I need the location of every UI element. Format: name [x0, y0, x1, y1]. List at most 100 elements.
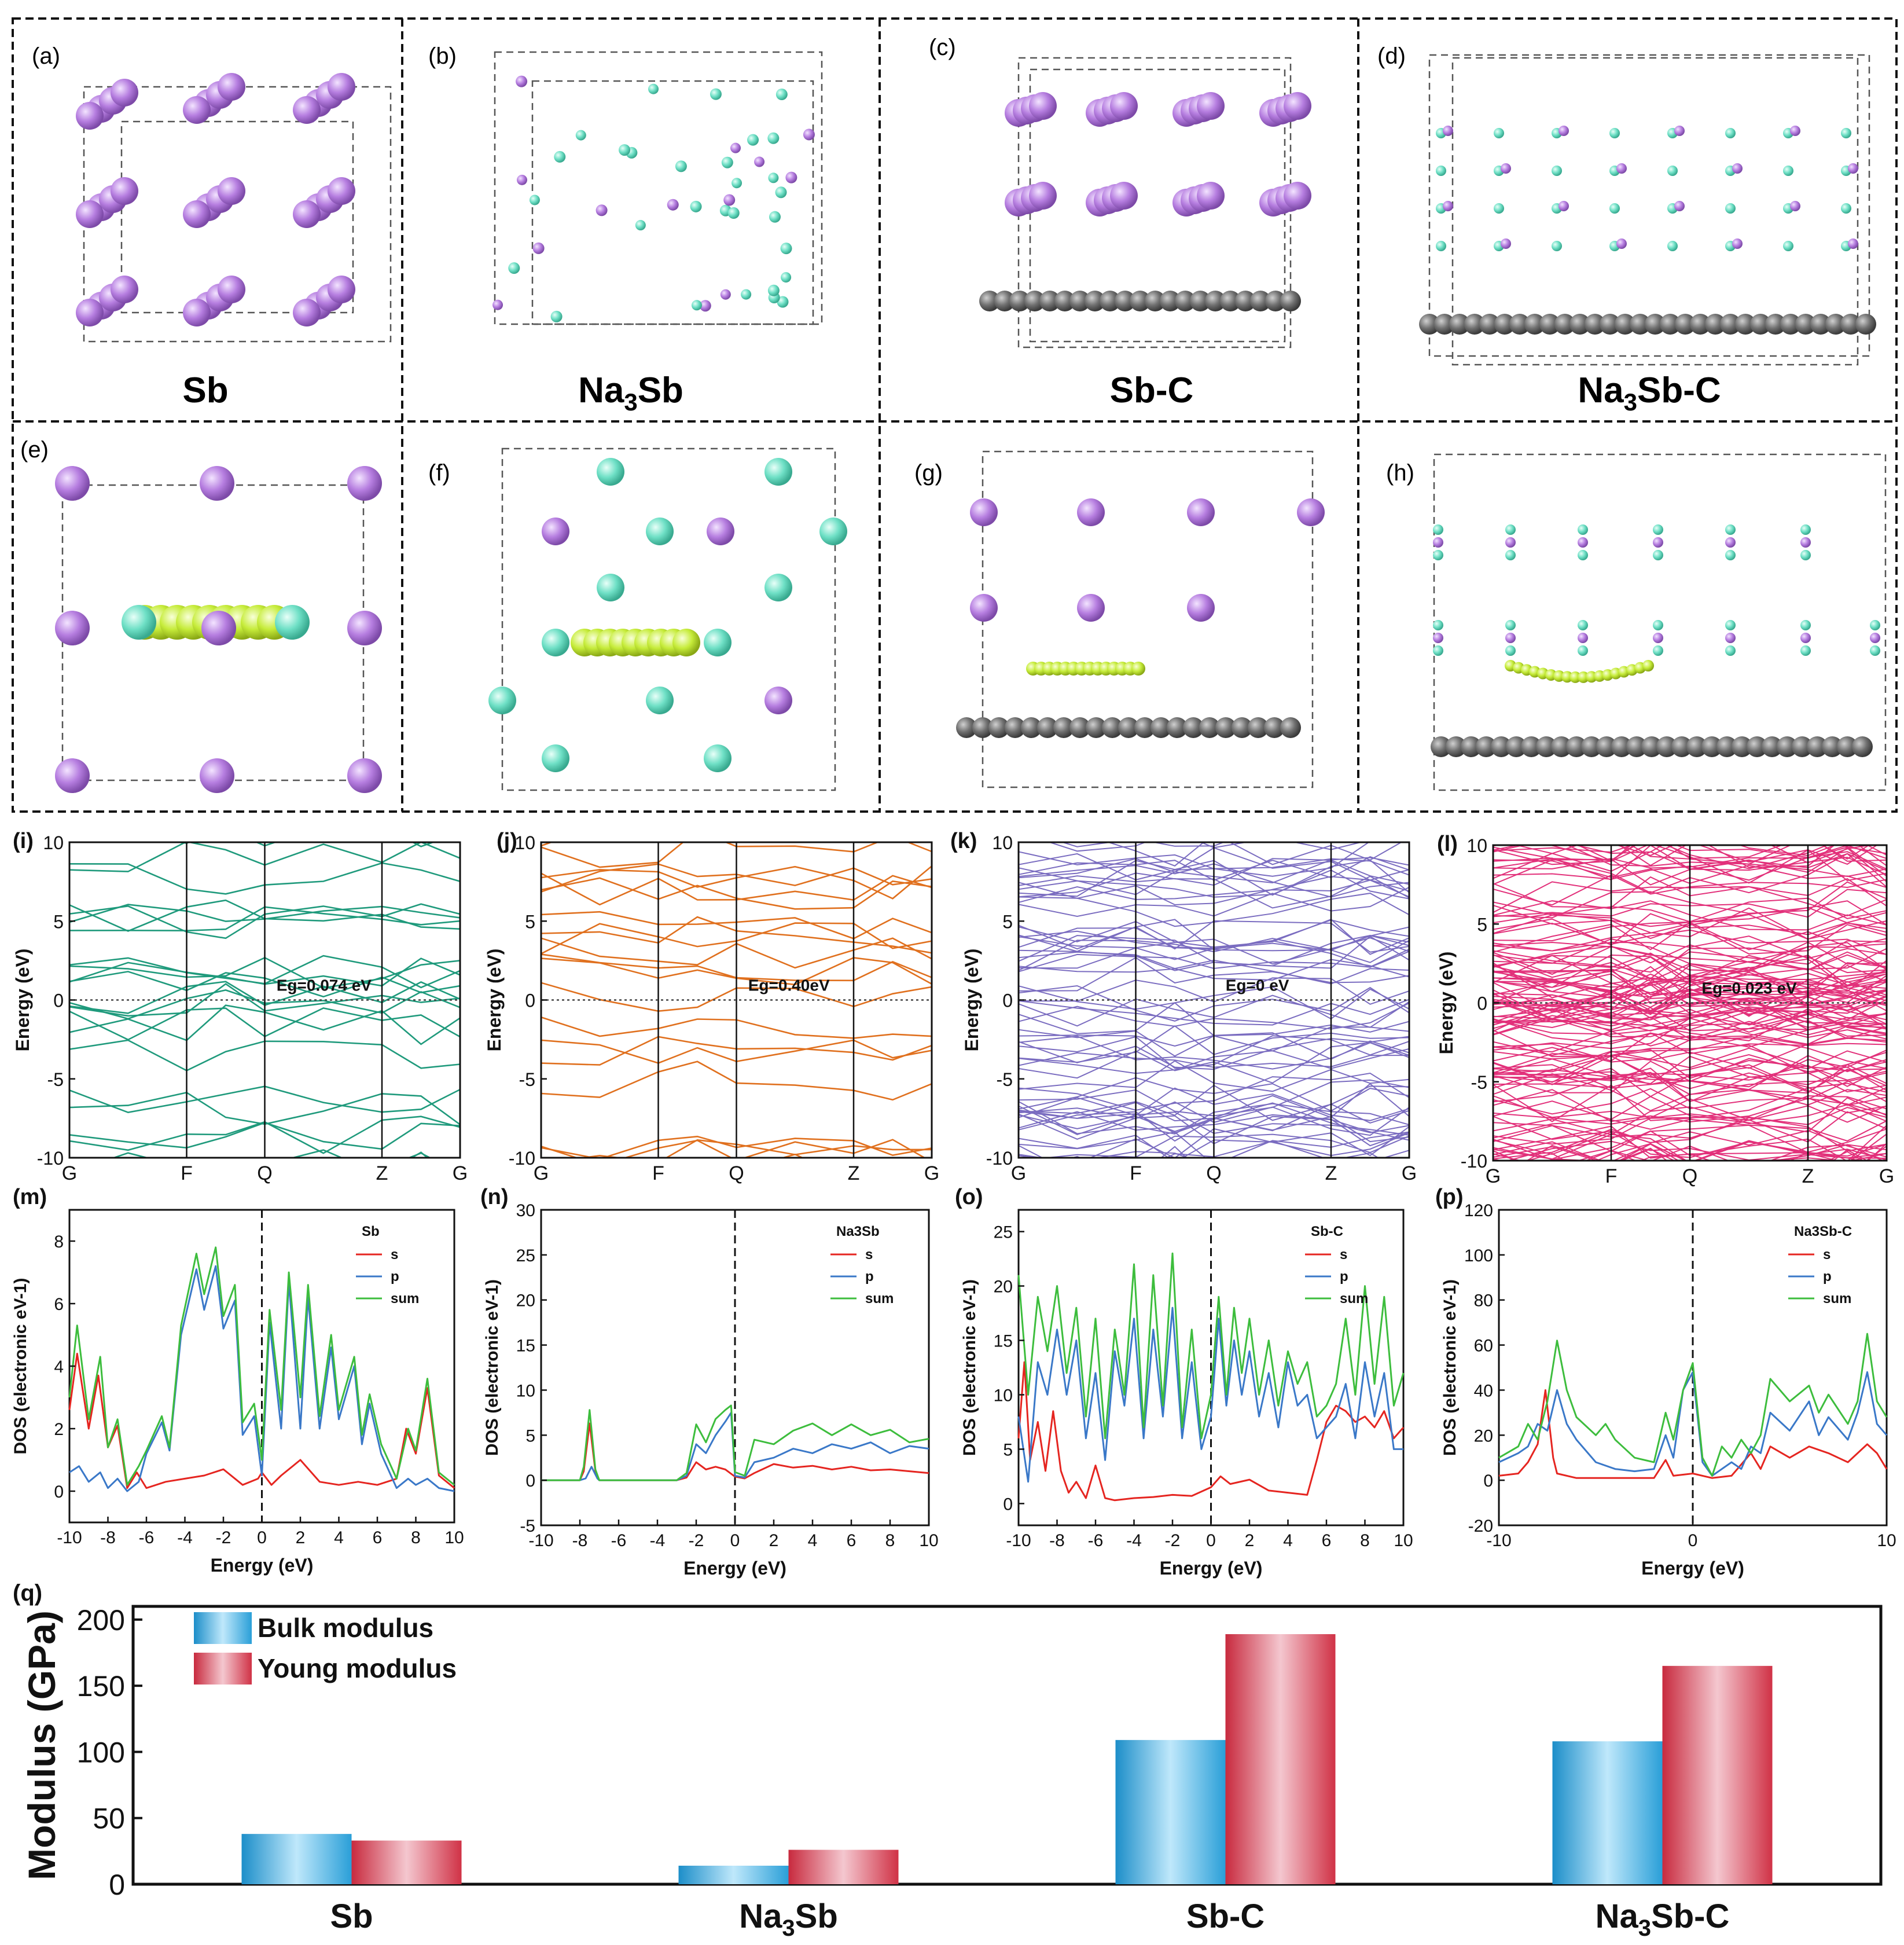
sb-atom: [1110, 182, 1138, 210]
legend-swatch: [194, 1653, 252, 1685]
x-tick-label: -10: [1006, 1531, 1031, 1550]
y-tick-label: -10: [37, 1148, 64, 1169]
sb-atom: [1077, 594, 1105, 622]
cell-outlines: [61, 51, 1887, 791]
y-axis-label: Modulus (GPa): [20, 1610, 63, 1880]
na-atom: [704, 744, 732, 772]
carbon-atom: [1130, 291, 1151, 311]
carbon-atom: [1656, 736, 1677, 757]
na3sb-atom: [803, 129, 815, 141]
sb-atom: [55, 466, 90, 501]
na-atom: [819, 518, 847, 545]
carbon-atom: [1102, 717, 1123, 738]
carbon-atom: [1539, 314, 1560, 335]
panel-letter: (n): [480, 1185, 509, 1209]
y-axis-label: Energy (eV): [1436, 952, 1457, 1055]
sb-atom: [328, 177, 355, 205]
x-tick-label: -6: [611, 1531, 627, 1550]
na-atom: [1436, 166, 1446, 176]
kpoint-label: Q: [1206, 1162, 1221, 1184]
na3sb-atom: [785, 171, 797, 184]
na-atom: [1505, 620, 1516, 630]
sb-atom: [1297, 498, 1325, 526]
x-tick-label: 6: [1322, 1531, 1332, 1550]
x-tick-label: 8: [411, 1528, 421, 1547]
sb-atom: [1501, 163, 1511, 174]
na-atom: [1609, 203, 1620, 214]
y-tick-label: 5: [525, 1426, 535, 1445]
sb-atom: [111, 276, 138, 303]
y-tick-label: -5: [1471, 1072, 1487, 1093]
carbon-atom: [1160, 291, 1181, 311]
y-tick-label: 20: [1474, 1426, 1493, 1445]
na-atom: [1494, 128, 1504, 138]
y-tick-label: 120: [1464, 1201, 1493, 1220]
category-label-part: Sb: [795, 1898, 838, 1935]
legend-label: p: [1340, 1269, 1348, 1285]
carbon-atom: [1419, 314, 1440, 335]
na3sb-atom: [596, 204, 608, 216]
dos-series-s: [1017, 1361, 1405, 1502]
dos-series-s: [1498, 1389, 1888, 1479]
legend-label: sum: [865, 1291, 894, 1307]
sb-atom: [293, 299, 321, 326]
carbon-atom: [1777, 736, 1798, 757]
sb-atom: [1443, 126, 1453, 136]
category-label-part: Na: [739, 1898, 782, 1935]
carbon-atom: [956, 717, 977, 738]
kpoint-label: F: [1605, 1165, 1618, 1187]
y-tick-label: 5: [525, 911, 535, 932]
carbon-atom: [1134, 717, 1155, 738]
na3sb-atom: [780, 243, 792, 255]
carbon-atom: [1265, 291, 1286, 311]
x-tick-label: 0: [730, 1531, 740, 1550]
gap-annotation: Eg=0.023 eV: [1701, 979, 1797, 997]
panel-letter: (i): [13, 829, 34, 853]
x-tick-label: -6: [139, 1528, 155, 1547]
kpoint-label: Z: [1325, 1162, 1337, 1184]
y-tick-label: 150: [77, 1670, 125, 1702]
y-axis-label: DOS (electronic eV-1): [960, 1279, 979, 1456]
na-atom: [1725, 128, 1736, 138]
sb-atom: [970, 498, 998, 526]
y-axis-label: Energy (eV): [484, 949, 505, 1052]
carbon-atom: [1037, 717, 1058, 738]
sb-atom: [1433, 537, 1443, 548]
panel-title-c: Sb-C: [1110, 370, 1194, 410]
sb-atom: [1029, 92, 1057, 120]
panel-letter: (m): [13, 1185, 47, 1209]
x-axis-label: Energy (eV): [211, 1555, 314, 1576]
carbon-atom: [972, 717, 993, 738]
carbon-atom: [1009, 291, 1030, 311]
sb-atom: [1284, 182, 1311, 210]
gap-annotation: Eg=0.074 eV: [277, 977, 372, 994]
panel-letter: (l): [1437, 832, 1458, 856]
na-atom: [1433, 524, 1443, 535]
y-tick-label: 10: [1466, 835, 1487, 856]
na3sb-atom: [575, 130, 586, 141]
y-tick-label: 100: [1464, 1246, 1493, 1265]
carbon-atom: [988, 717, 1009, 738]
na-atom: [1653, 524, 1663, 535]
sb-atom: [1870, 633, 1880, 643]
panel-letter: (p): [1435, 1185, 1464, 1209]
y-tick-label: -20: [1468, 1517, 1493, 1536]
kpoint-label: Q: [729, 1162, 744, 1184]
y-tick-label: 30: [516, 1201, 535, 1220]
sb-atom: [1197, 182, 1225, 210]
category-label: Sb-C: [1186, 1898, 1265, 1935]
carbon-atom: [1054, 291, 1075, 311]
carbon-atom: [1115, 291, 1135, 311]
carbon-atom: [1551, 736, 1572, 757]
na-atom: [1578, 524, 1588, 535]
panel-label-f: (f): [428, 460, 450, 486]
carbon-atom: [1566, 736, 1587, 757]
panel-letter: (q): [13, 1580, 42, 1606]
carbon-atom: [1479, 314, 1500, 335]
dos-chart-m: -10 -8 -6 -4 -2 0 2 4 6 8 10 0 2 4 6 8 Energy (eV) DOS (e…: [11, 1185, 464, 1576]
kpoint-label: G: [1486, 1165, 1501, 1187]
band-line: [1493, 1144, 1887, 1161]
na3sb-atom: [768, 173, 779, 184]
carbon-atom: [1765, 314, 1786, 335]
carbon-atom: [1611, 736, 1632, 757]
